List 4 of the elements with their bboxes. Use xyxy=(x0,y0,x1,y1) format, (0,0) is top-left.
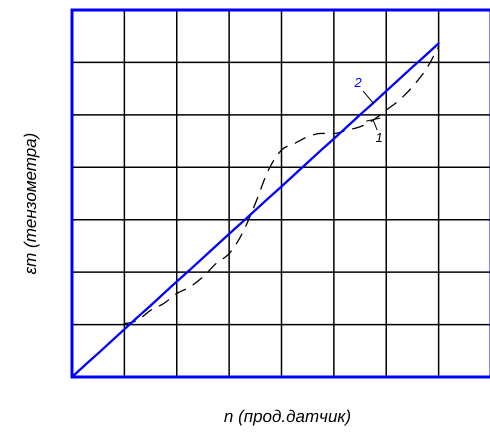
x-axis-title: n (прод.датчик) xyxy=(224,407,352,426)
y-axis-title: εт (тензометра) xyxy=(21,132,40,274)
legend-label: 1 xyxy=(376,130,383,146)
series-label: 2 xyxy=(354,75,363,90)
